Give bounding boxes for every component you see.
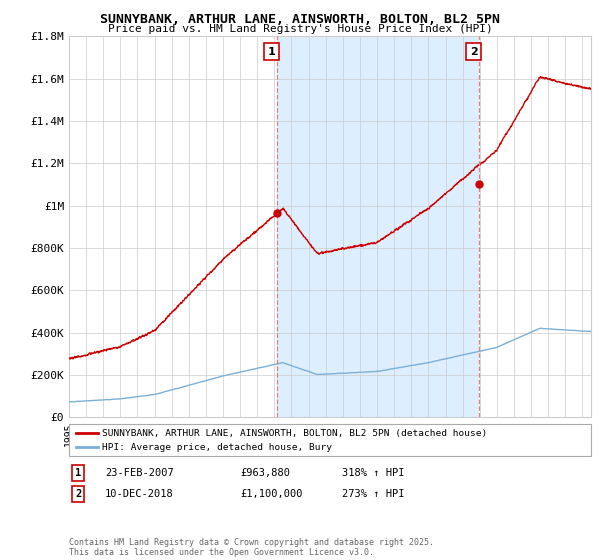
Text: £1,100,000: £1,100,000 (240, 489, 302, 499)
Text: 1: 1 (268, 46, 275, 57)
Text: 2: 2 (470, 46, 478, 57)
Text: 2: 2 (75, 489, 81, 499)
Text: HPI: Average price, detached house, Bury: HPI: Average price, detached house, Bury (102, 444, 332, 452)
Text: SUNNYBANK, ARTHUR LANE, AINSWORTH, BOLTON, BL2 5PN: SUNNYBANK, ARTHUR LANE, AINSWORTH, BOLTO… (100, 13, 500, 26)
Bar (277, 36, 479, 417)
Text: Price paid vs. HM Land Registry's House Price Index (HPI): Price paid vs. HM Land Registry's House … (107, 24, 493, 34)
Text: 1: 1 (75, 468, 81, 478)
Text: £963,880: £963,880 (240, 468, 290, 478)
Text: SUNNYBANK, ARTHUR LANE, AINSWORTH, BOLTON, BL2 5PN (detached house): SUNNYBANK, ARTHUR LANE, AINSWORTH, BOLTO… (102, 429, 487, 438)
Text: 318% ↑ HPI: 318% ↑ HPI (342, 468, 404, 478)
Text: 23-FEB-2007: 23-FEB-2007 (105, 468, 174, 478)
Text: 10-DEC-2018: 10-DEC-2018 (105, 489, 174, 499)
Text: 273% ↑ HPI: 273% ↑ HPI (342, 489, 404, 499)
Text: Contains HM Land Registry data © Crown copyright and database right 2025.
This d: Contains HM Land Registry data © Crown c… (69, 538, 434, 557)
